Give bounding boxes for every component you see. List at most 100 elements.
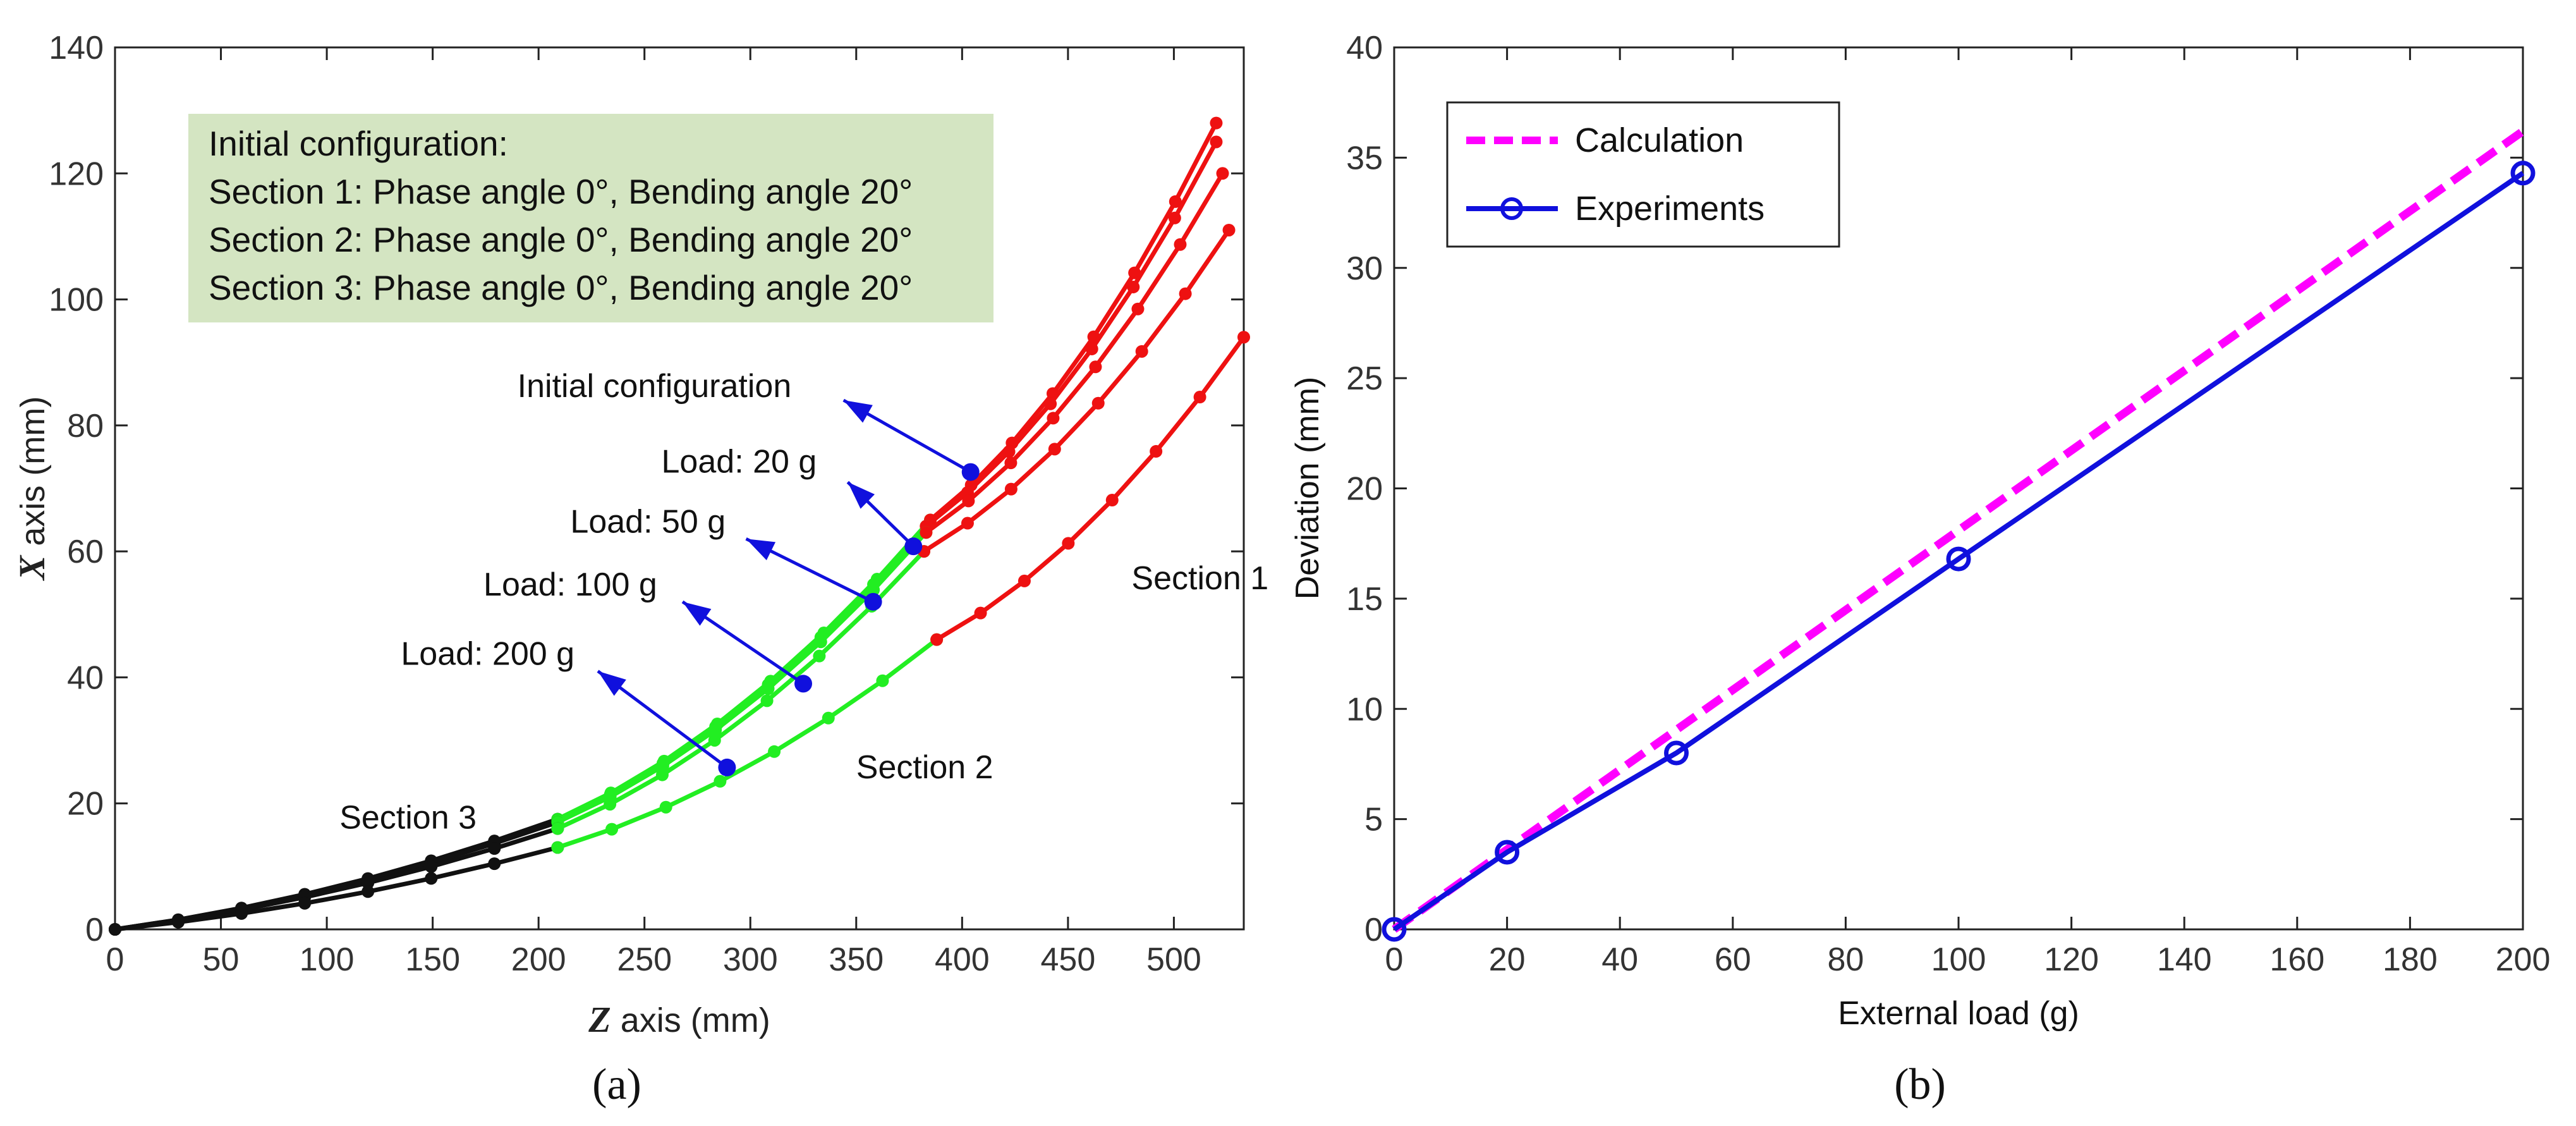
curve-load-100-g-section-1	[923, 229, 1231, 554]
series-experiments-point	[1382, 917, 1407, 942]
legend-experiments-marker	[1500, 197, 1523, 220]
curve-point-load-50-g	[1216, 167, 1229, 180]
annotation-label-20g: Load: 20 g	[662, 444, 817, 480]
curve-pivot-marker	[961, 463, 980, 481]
y-axis-variable: X	[11, 554, 52, 581]
series-experiments-point	[1495, 840, 1520, 865]
panel-a-y-axis-label: X axis (mm)	[11, 396, 52, 582]
x-axis-variable: Z	[588, 999, 611, 1040]
curve-point-load-200-g	[488, 857, 501, 871]
panel-a-x-tick-label: 250	[617, 941, 672, 978]
curve-point-load-20-g	[1044, 397, 1057, 410]
panel-b: 0 20 40 60 80 100 120 140 160 180 200 0 5 10 15 20 25 30 3…	[1289, 30, 2550, 1109]
y-axis-unit-text: axis (mm)	[14, 396, 52, 556]
curve-point-load-100-g	[1135, 345, 1148, 358]
curve-point-load-200-g	[298, 897, 312, 910]
panel-b-x-tick-label: 140	[2157, 941, 2212, 978]
curve-point-load-50-g	[867, 583, 880, 596]
panel-a-label: (a)	[592, 1060, 641, 1109]
panel-a-section-labels: Section 1 Section 2 Section 3	[339, 560, 1268, 836]
curve-point-load-100-g	[1091, 396, 1105, 410]
curve-point-load-50-g	[1174, 238, 1187, 251]
info-box-background	[188, 114, 993, 322]
curve-point-load-20-g	[1127, 280, 1140, 293]
curve-point-load-100-g	[551, 822, 564, 835]
curve-point-load-100-g	[1048, 443, 1061, 456]
curve-load-200-g-section-1	[935, 336, 1246, 642]
info-box-line-2: Section 1: Phase angle 0°, Bending angle…	[209, 172, 913, 211]
panel-b-label: (b)	[1894, 1060, 1946, 1109]
panel-a-y-tick-label: 120	[49, 156, 104, 192]
annotation-label-200g: Load: 200 g	[401, 636, 574, 673]
panel-a-tick-labels: 0 50 100 150 200 250 300 350 400 450 500 0 20 40 60 80 1…	[49, 30, 1201, 978]
panel-b-x-tick-label: 120	[2044, 941, 2099, 978]
curve-pivot-marker	[904, 537, 923, 556]
curve-point-load-100-g	[361, 876, 375, 890]
panel-b-y-tick-label: 5	[1364, 802, 1383, 838]
panel-b-y-tick-label: 0	[1364, 912, 1383, 948]
curve-pivot-marker	[864, 592, 882, 611]
panel-a-axis-ticks	[115, 47, 1244, 929]
curve-point-load-200-g	[109, 923, 121, 936]
curve-pivot-marker	[718, 758, 736, 776]
info-box-line-4: Section 3: Phase angle 0°, Bending angle…	[209, 268, 913, 307]
panel-b-x-tick-label: 20	[1489, 941, 1526, 978]
curve-point-load-200-g	[1062, 537, 1075, 550]
curve-point-load-200-g	[659, 800, 672, 814]
panel-b-x-tick-label: 0	[1385, 941, 1404, 978]
curve-point-load-50-g	[1047, 412, 1060, 425]
panel-a-curves	[109, 116, 1250, 936]
curve-point-load-200-g	[876, 674, 889, 687]
curve-point-load-100-g	[813, 649, 826, 663]
annotation-arrow-head	[848, 482, 875, 509]
legend-calculation-label: Calculation	[1575, 121, 1744, 159]
annotation-label-50g: Load: 50 g	[570, 503, 726, 540]
info-box-line-1: Initial configuration:	[209, 124, 508, 163]
curve-point-load-200-g	[1105, 494, 1119, 507]
panel-b-x-tick-label: 160	[2269, 941, 2324, 978]
panel-a-x-axis-label: Z axis (mm)	[588, 999, 770, 1040]
curve-point-load-50-g	[1004, 456, 1018, 470]
series-experiments-point	[1946, 546, 1971, 572]
annotation-label-100g: Load: 100 g	[483, 566, 657, 603]
curve-load-200-g-section-3	[114, 845, 559, 932]
panel-b-x-tick-label: 40	[1601, 941, 1638, 978]
annotation-arrow-head	[597, 671, 626, 696]
panel-a-y-tick-label: 0	[85, 912, 104, 948]
curve-load-20-g-section-1	[925, 140, 1218, 529]
panel-a: 0 50 100 150 200 250 300 350 400 450 500 0 20 40 60 80 1…	[11, 30, 1268, 1109]
panel-b-x-tick-label: 80	[1827, 941, 1864, 978]
curve-point-load-50-g	[762, 682, 775, 695]
series-experiments-point	[1664, 740, 1689, 766]
curve-point-load-200-g	[1150, 444, 1163, 458]
section-1-label: Section 1	[1131, 560, 1268, 597]
panel-a-x-tick-label: 100	[300, 941, 355, 978]
panel-b-y-tick-label: 30	[1346, 250, 1383, 287]
curve-point-load-200-g	[425, 872, 438, 885]
panel-b-y-tick-label: 35	[1346, 140, 1383, 176]
section-2-label: Section 2	[856, 749, 993, 786]
series-experiments-point	[2510, 161, 2536, 186]
panel-b-y-tick-label: 15	[1346, 581, 1383, 618]
series-experiments-line	[1392, 171, 2525, 932]
curve-point-load-200-g	[361, 885, 375, 898]
panel-b-y-axis-label: Deviation (mm)	[1289, 377, 1326, 600]
curve-point-load-20-g	[1085, 342, 1098, 355]
annotation-label-initial: Initial configuration	[518, 368, 792, 405]
annotation-arrow-head	[843, 400, 873, 423]
curve-point-load-200-g	[974, 606, 987, 620]
curve-point-load-50-g	[709, 723, 722, 737]
curve-point-load-100-g	[655, 768, 669, 781]
curve-point-load-200-g	[1237, 331, 1250, 344]
panel-b-y-tick-label: 10	[1346, 691, 1383, 728]
annotation-arrow-head	[683, 601, 712, 626]
panel-a-x-tick-label: 50	[203, 941, 240, 978]
curve-point-load-100-g	[961, 517, 974, 530]
panel-a-x-tick-label: 400	[935, 941, 990, 978]
panel-a-x-tick-label: 500	[1146, 941, 1201, 978]
curve-load-100-g-section-2	[556, 549, 926, 831]
curve-point-load-200-g	[1018, 574, 1031, 587]
curve-point-load-50-g	[920, 526, 933, 539]
curve-point-load-100-g	[708, 733, 721, 747]
